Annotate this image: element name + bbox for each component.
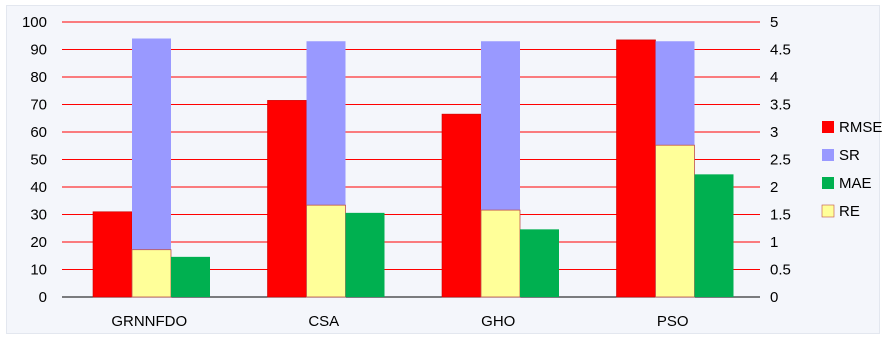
legend-swatch-mae: [822, 177, 834, 189]
legend-swatch-sr: [822, 149, 834, 161]
y2-tick-label: 1: [770, 234, 778, 251]
bar-re: [655, 144, 695, 298]
legend-label-sr: SR: [839, 147, 860, 164]
y2-tick-label: 1.5: [770, 207, 791, 224]
bar-mae: [171, 256, 210, 297]
y2-tick-label: 2.5: [770, 152, 791, 169]
y2-tick-label: 4: [770, 69, 778, 86]
y2-tick-label: 3.5: [770, 97, 791, 114]
y-tick-label: 40: [30, 179, 47, 196]
bar-re: [306, 204, 346, 298]
category-label: PSO: [657, 313, 689, 330]
y2-tick-label: 2: [770, 179, 778, 196]
y-tick-label: 30: [30, 207, 47, 224]
bar-rmse: [616, 39, 656, 298]
bar-rmse: [267, 100, 307, 298]
y-tick-label: 0: [39, 289, 47, 306]
y-tick-label: 60: [30, 124, 47, 141]
bar-re: [480, 209, 521, 298]
category-label: GRNNFDO: [111, 313, 187, 330]
y2-tick-label: 5: [770, 14, 778, 31]
y-tick-label: 90: [30, 42, 47, 59]
bars: [92, 38, 734, 298]
y2-tick-label: 3: [770, 124, 778, 141]
y-tick-label: 100: [22, 14, 47, 31]
legend-label-mae: MAE: [839, 175, 872, 192]
bar-mae: [694, 174, 734, 297]
y2-tick-label: 0.5: [770, 262, 791, 279]
y2-tick-label: 4.5: [770, 42, 791, 59]
y-tick-label: 50: [30, 152, 47, 169]
bar-rmse: [441, 113, 482, 298]
left-axis-ticks: 0 10 20 30 40 50 60 70 80 90 100: [22, 14, 47, 306]
legend-label-re: RE: [839, 203, 860, 220]
category-label: CSA: [308, 313, 339, 330]
legend-swatch-rmse: [822, 121, 834, 133]
y2-tick-label: 0: [770, 289, 778, 306]
right-axis-ticks: 0 0.5 1 1.5 2 2.5 3 3.5 4 4.5 5: [770, 14, 791, 306]
legend: RMSE SR MAE RE: [821, 119, 882, 220]
legend-swatch-re: [821, 204, 835, 218]
bar-rmse: [92, 211, 133, 298]
y-tick-label: 70: [30, 97, 47, 114]
category-label: GHO: [481, 313, 515, 330]
legend-label-rmse: RMSE: [839, 119, 882, 136]
y-tick-label: 80: [30, 69, 47, 86]
bar-mae: [520, 229, 559, 297]
bar-mae: [345, 212, 385, 297]
y-tick-label: 20: [30, 234, 47, 251]
y-tick-label: 10: [30, 262, 47, 279]
bar-re: [131, 249, 172, 298]
category-labels: GRNNFDO CSA GHO PSO: [111, 313, 688, 330]
